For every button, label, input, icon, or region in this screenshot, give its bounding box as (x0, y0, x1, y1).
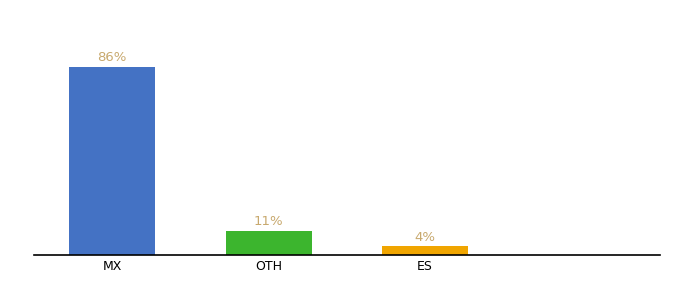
Bar (382, 246, 468, 255)
Text: 86%: 86% (97, 51, 127, 64)
Text: 4%: 4% (415, 231, 435, 244)
Bar (226, 231, 311, 255)
Bar (69, 67, 155, 255)
Text: 11%: 11% (254, 215, 284, 228)
